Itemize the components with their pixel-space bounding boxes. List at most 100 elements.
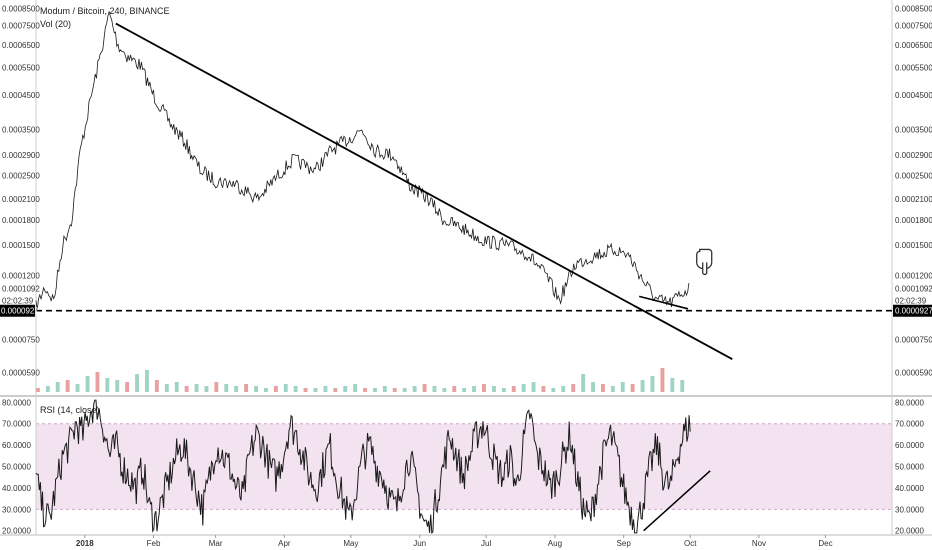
volume-bar [610, 386, 615, 392]
price-tick-label-left: 0.0000590 [2, 368, 40, 377]
volume-bar [531, 382, 536, 392]
price-tick-label: 0.0006500 [895, 41, 932, 50]
volume-bar [75, 384, 80, 392]
price-tick-label: 0.0004500 [895, 91, 932, 100]
price-series [35, 11, 690, 311]
price-tick-label: 0.0007500 [895, 21, 932, 30]
price-tick-label-left: 0.0002500 [2, 171, 40, 180]
time-tick-label: 2018 [76, 539, 94, 548]
volume-bar [283, 384, 288, 392]
volume-bar [184, 386, 189, 392]
price-tick-label-left: 0.0001092 [2, 284, 40, 293]
price-tick-label-left: 0.0002900 [2, 151, 40, 160]
volume-bar [591, 382, 595, 392]
price-tick-label-left: 0.0003500 [2, 125, 40, 134]
volume-bar [234, 386, 239, 392]
price-tick-label: 0.0001800 [895, 216, 932, 225]
volume-bar [154, 380, 159, 392]
volume-bar [630, 384, 635, 392]
price-line [35, 11, 690, 311]
rsi-tick-label-left: 30.0000 [2, 505, 31, 514]
price-tick-label-left: 0.0000750 [2, 336, 40, 345]
last-price-tag-left [0, 304, 35, 317]
rsi-tick-label: 60.0000 [895, 441, 924, 450]
volume-bar [125, 382, 130, 392]
rsi-tick-label-left: 70.0000 [2, 420, 31, 429]
volume-bar [501, 388, 506, 392]
volume-bar [581, 374, 586, 392]
price-tick-label: 0.0001500 [895, 241, 932, 250]
volume-bar [303, 388, 308, 392]
chart-title: Modum / Bitcoin, 240, BINANCE [40, 6, 170, 16]
volume-bar [640, 380, 645, 392]
price-axis: 0.0008500 0.0008500 0.0007500 0.0007500 0.00… [0, 4, 932, 377]
volume-bar [462, 388, 467, 392]
time-tick-label: Feb [147, 539, 161, 548]
time-tick-label: Mar [209, 539, 223, 548]
rsi-tick-label-left: 80.0000 [2, 398, 31, 407]
volume-bar [135, 374, 139, 392]
volume-bar [224, 384, 229, 392]
time-tick-label: May [343, 539, 358, 548]
price-tick-label-left: 0.0004500 [2, 91, 40, 100]
price-tick-label: 0.0002100 [895, 195, 932, 204]
volume-bar [472, 386, 476, 392]
volume-bar [601, 384, 605, 392]
countdown-label-left: 02:02:39 [2, 297, 34, 306]
volume-bar [561, 386, 566, 392]
countdown-label: 02:02:39 [895, 297, 927, 306]
price-tick-label: 0.0000750 [895, 336, 932, 345]
volume-bar [373, 388, 377, 392]
price-tick-label-left: 0.0001200 [2, 272, 40, 281]
chart-legend: Modum / Bitcoin, 240, BINANCE Vol (20) R… [40, 6, 170, 415]
volume-bar [511, 386, 516, 392]
volume-bar [551, 388, 556, 392]
price-tick-label: 0.0000590 [895, 368, 932, 377]
price-tick-label: 0.0003500 [895, 125, 932, 134]
volume-bar [680, 380, 685, 392]
volume-bar [442, 388, 447, 392]
volume-bar [264, 388, 268, 392]
volume-bar [353, 384, 358, 392]
price-tick-label-left: 0.0005500 [2, 64, 40, 73]
price-tick-label-left: 0.0008500 [2, 4, 40, 13]
time-tick-label: Sep [617, 539, 632, 548]
price-tick-label: 0.0002500 [895, 171, 932, 180]
volume-bar [95, 372, 100, 392]
rsi-tick-label: 50.0000 [895, 463, 924, 472]
volume-bar [382, 386, 387, 392]
drawing-tools[interactable] [36, 22, 892, 360]
volume-bar [363, 388, 367, 392]
volume-indicator-label: Vol (20) [40, 19, 71, 29]
volume-bar [521, 384, 526, 392]
volume-bar [392, 388, 397, 392]
volume-bar [482, 384, 486, 392]
price-tick-label: 0.0002900 [895, 151, 932, 160]
rsi-tick-label: 80.0000 [895, 398, 924, 407]
price-tick-label-left: 0.0006500 [2, 41, 40, 50]
rsi-axis: 80.0000 80.0000 70.0000 70.0000 60.0000 60.00… [2, 398, 924, 535]
volume-bar [412, 386, 417, 392]
time-tick-label: Aug [548, 539, 562, 548]
time-tick-label: Nov [752, 539, 766, 548]
volume-bars [36, 368, 685, 392]
price-tick-label: 0.0001200 [895, 272, 932, 281]
rsi-indicator-label: RSI (14, close) [40, 405, 100, 415]
volume-bar [164, 384, 169, 392]
descending-trendline [115, 22, 733, 360]
price-tick-label-left: 0.0001500 [2, 241, 40, 250]
volume-bar [620, 382, 625, 392]
volume-bar [660, 368, 665, 392]
rsi-tick-label-left: 50.0000 [2, 463, 31, 472]
last-price-tag [893, 304, 932, 317]
volume-bar [36, 388, 40, 392]
last-price-label: 0.0000927 [895, 307, 932, 316]
pointing-hand-icon [696, 248, 713, 276]
volume-bar [254, 386, 258, 392]
rsi-tick-label-left: 60.0000 [2, 441, 31, 450]
volume-bar [174, 382, 179, 392]
volume-bar [55, 382, 60, 392]
chart-background [0, 0, 932, 535]
price-tick-label-left: 0.0007500 [2, 21, 40, 30]
